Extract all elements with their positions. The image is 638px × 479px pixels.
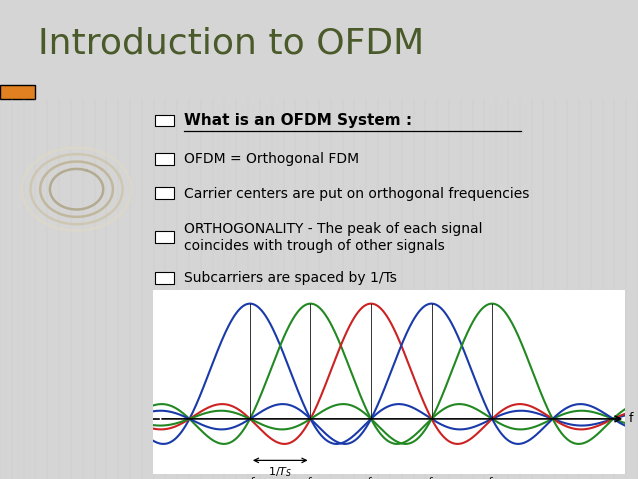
Text: Carrier centers are put on orthogonal frequencies: Carrier centers are put on orthogonal fr… [184,186,529,201]
FancyBboxPatch shape [154,187,174,199]
Text: OFDM = Orthogonal FDM: OFDM = Orthogonal FDM [184,152,359,166]
Text: $f_1$: $f_1$ [427,475,436,479]
FancyBboxPatch shape [154,272,174,284]
Text: $f_0$: $f_0$ [366,475,376,479]
Text: Introduction to OFDM: Introduction to OFDM [38,26,424,60]
Text: $1/T_S$: $1/T_S$ [268,465,292,479]
FancyBboxPatch shape [154,114,174,126]
FancyBboxPatch shape [154,231,174,243]
Text: $f_2$: $f_2$ [487,475,497,479]
FancyBboxPatch shape [0,85,35,99]
FancyBboxPatch shape [154,153,174,165]
Text: $f_2$: $f_2$ [306,475,315,479]
Text: f: f [628,412,633,425]
Text: ORTHOGONALITY - The peak of each signal
coincides with trough of other signals: ORTHOGONALITY - The peak of each signal … [184,222,482,253]
Text: What is an OFDM System :: What is an OFDM System : [184,113,412,128]
Text: $-f_2$: $-f_2$ [241,475,259,479]
Text: Subcarriers are spaced by 1/Ts: Subcarriers are spaced by 1/Ts [184,271,397,285]
